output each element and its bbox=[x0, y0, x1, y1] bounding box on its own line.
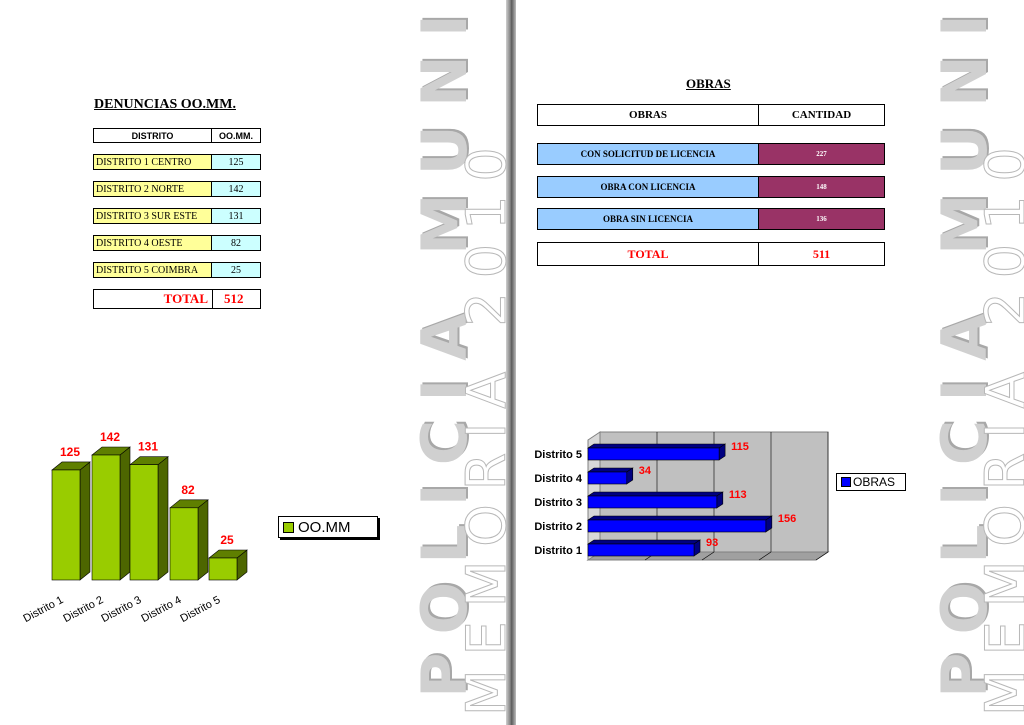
oomm-data-label: 142 bbox=[100, 430, 120, 444]
oomm-legend-label: OO.MM bbox=[298, 518, 351, 536]
denuncias-total-separator bbox=[212, 290, 213, 308]
denuncias-row-valor: 142 bbox=[211, 181, 261, 197]
oomm-bar-side bbox=[119, 446, 131, 581]
oomm-bar-side bbox=[157, 456, 169, 581]
obras-gridline bbox=[815, 551, 829, 561]
oomm-category-label: Distrito 5 bbox=[178, 594, 222, 625]
oomm-bar bbox=[51, 469, 81, 581]
obras-data-label: 93 bbox=[706, 537, 718, 549]
obras-row-cantidad: 148 bbox=[758, 176, 885, 198]
oomm-bar-side bbox=[197, 499, 209, 581]
obras-total-label: TOTAL bbox=[537, 242, 759, 266]
obras-header-cantidad: CANTIDAD bbox=[758, 104, 885, 126]
oomm-data-label: 82 bbox=[181, 483, 195, 497]
denuncias-total-row: TOTAL 512 bbox=[93, 289, 261, 309]
obras-bar bbox=[587, 543, 695, 557]
obras-row-tipo: OBRA CON LICENCIA bbox=[537, 176, 759, 198]
oomm-category-label: Distrito 1 bbox=[21, 594, 65, 625]
denuncias-row-valor: 25 bbox=[211, 262, 261, 278]
denuncias-row-valor: 125 bbox=[211, 154, 261, 170]
denuncias-row-distrito: DISTRITO 5 COIMBRA bbox=[93, 262, 212, 278]
obras-gridline bbox=[758, 551, 772, 561]
denuncias-header-oomm: OO.MM. bbox=[211, 128, 261, 143]
denuncias-total-value: 512 bbox=[224, 291, 244, 306]
oomm-category-label: Distrito 2 bbox=[61, 594, 105, 625]
obras-bar bbox=[587, 495, 718, 509]
denuncias-header-distrito: DISTRITO bbox=[93, 128, 212, 143]
oomm-bar bbox=[91, 454, 121, 581]
obras-category-label: Distrito 1 bbox=[534, 545, 582, 557]
obras-bar-top bbox=[587, 443, 727, 449]
obras-category-label: Distrito 5 bbox=[534, 449, 582, 461]
oomm-legend: OO.MM bbox=[278, 516, 378, 538]
obras-bar-chart: 115 Distrito 5 34 Distrito 4 113 Distrito 3 15… bbox=[534, 431, 830, 561]
denuncias-row-distrito: DISTRITO 3 SUR ESTE bbox=[93, 208, 212, 224]
obras-legend-swatch bbox=[841, 477, 851, 487]
denuncias-total-label: TOTAL bbox=[163, 291, 208, 306]
oomm-bar bbox=[129, 464, 159, 581]
obras-data-label: 115 bbox=[731, 441, 749, 453]
watermark-memoria-left: MEMORIA 2010 bbox=[455, 133, 519, 717]
obras-gridline bbox=[701, 551, 715, 561]
oomm-data-label: 25 bbox=[220, 533, 234, 547]
obras-legend: OBRAS bbox=[836, 473, 906, 491]
denuncias-row-distrito: DISTRITO 4 OESTE bbox=[93, 235, 212, 251]
oomm-data-label: 131 bbox=[138, 440, 158, 454]
denuncias-title: DENUNCIAS OO.MM. bbox=[94, 97, 236, 112]
watermark-memoria-right: MEMORIA 2010 bbox=[974, 133, 1024, 717]
oomm-bar-side bbox=[79, 461, 91, 581]
obras-row-tipo: OBRA SIN LICENCIA bbox=[537, 208, 759, 230]
oomm-category-label: Distrito 3 bbox=[99, 594, 143, 625]
obras-category-label: Distrito 2 bbox=[534, 521, 582, 533]
oomm-category-label: Distrito 4 bbox=[139, 594, 183, 625]
obras-data-label: 34 bbox=[639, 465, 652, 477]
obras-bar-top bbox=[587, 539, 702, 545]
obras-bar bbox=[587, 447, 720, 461]
obras-category-label: Distrito 4 bbox=[534, 473, 583, 485]
oomm-data-label: 125 bbox=[60, 445, 80, 459]
obras-bar bbox=[587, 471, 628, 485]
obras-row-cantidad: 136 bbox=[758, 208, 885, 230]
oomm-legend-swatch bbox=[283, 521, 294, 533]
denuncias-row-distrito: DISTRITO 2 NORTE bbox=[93, 181, 212, 197]
oomm-bar bbox=[169, 507, 199, 581]
oomm-bar bbox=[208, 557, 238, 581]
obras-bar-top bbox=[587, 515, 773, 521]
obras-header-obras: OBRAS bbox=[537, 104, 759, 126]
denuncias-row-valor: 82 bbox=[211, 235, 261, 251]
obras-category-label: Distrito 3 bbox=[534, 497, 582, 509]
obras-total-value: 511 bbox=[758, 242, 885, 266]
obras-data-label: 156 bbox=[778, 513, 796, 525]
obras-title: OBRAS bbox=[686, 76, 731, 91]
obras-bar-top bbox=[587, 491, 724, 497]
obras-bar-top bbox=[587, 467, 634, 473]
oomm-bar-chart: 125 Distrito 1 142 Distrito 2 131 Distrito 3 8… bbox=[21, 430, 248, 625]
obras-data-label: 113 bbox=[729, 489, 747, 501]
denuncias-row-valor: 131 bbox=[211, 208, 261, 224]
denuncias-row-distrito: DISTRITO 1 CENTRO bbox=[93, 154, 212, 170]
page-divider bbox=[506, 0, 516, 725]
obras-row-cantidad: 227 bbox=[758, 143, 885, 165]
obras-legend-label: OBRAS bbox=[853, 475, 896, 489]
obras-row-tipo: CON SOLICITUD DE LICENCIA bbox=[537, 143, 759, 165]
obras-bar bbox=[587, 519, 767, 533]
